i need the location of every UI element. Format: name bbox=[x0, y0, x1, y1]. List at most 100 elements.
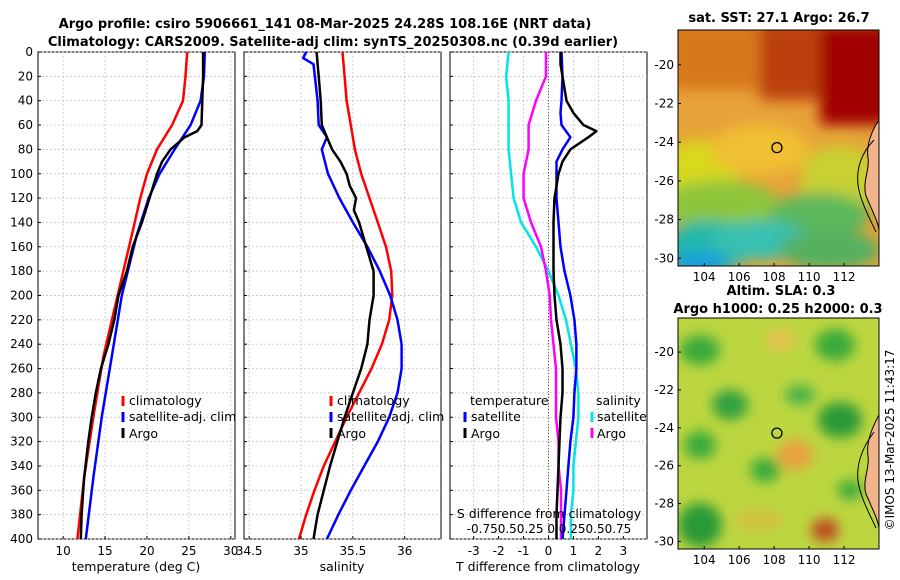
x-tick-label: 20 bbox=[139, 544, 154, 558]
sla-patch bbox=[815, 329, 855, 361]
map-y-tick-label: -26 bbox=[654, 174, 674, 188]
legend-label-s-argo: Argo bbox=[597, 426, 626, 441]
s-difference-label: S difference from climatology bbox=[457, 506, 642, 521]
y-tick-label: 360 bbox=[10, 483, 33, 497]
argo-float-marker bbox=[771, 141, 783, 154]
y-tick-label: 80 bbox=[18, 142, 33, 156]
map-x-tick-label: 104 bbox=[693, 270, 716, 284]
map-x-tick-label: 112 bbox=[833, 270, 856, 284]
sla-map-subtitle: Argo h1000: 0.25 h2000: 0.3 bbox=[673, 302, 882, 317]
map-y-tick-label: -22 bbox=[654, 383, 674, 397]
sla-depth-contour bbox=[857, 431, 877, 529]
legend-label-climatology: climatology bbox=[129, 393, 202, 408]
y-tick-label: 140 bbox=[10, 215, 33, 229]
y-tick-label: 320 bbox=[10, 435, 33, 449]
map-x-tick-label: 110 bbox=[798, 553, 821, 567]
legend-label-argo: Argo bbox=[337, 426, 366, 441]
s-difference-tick-labels: -0.750.50.25 0 0.250.50.75 bbox=[467, 522, 632, 536]
map-y-tick-label: -20 bbox=[654, 58, 674, 72]
argo-float-marker bbox=[771, 427, 783, 439]
x-tick-label: 2 bbox=[595, 544, 603, 558]
grid-layer bbox=[38, 51, 647, 540]
salinity-legend: climatology satellite-adj. clim Argo bbox=[329, 393, 444, 441]
series-s-satellite-diff bbox=[555, 51, 578, 540]
x-tick-label: 30 bbox=[223, 544, 238, 558]
x-tick-label: -1 bbox=[518, 544, 530, 558]
map-x-tick-label: 110 bbox=[798, 270, 821, 284]
x-tick-label: -3 bbox=[468, 544, 480, 558]
map-y-tick-label: -30 bbox=[654, 251, 674, 265]
sla-map-field bbox=[678, 329, 862, 547]
sla-map-title: Altim. SLA: 0.3 bbox=[727, 284, 836, 299]
map-x-tick-label: 108 bbox=[763, 553, 786, 567]
y-tick-label: 100 bbox=[10, 167, 33, 181]
salinity-xlabel: salinity bbox=[320, 559, 365, 574]
y-tick-label: 340 bbox=[10, 459, 33, 473]
sla-patch bbox=[838, 480, 862, 500]
y-tick-label: 120 bbox=[10, 191, 33, 205]
sla-patch bbox=[777, 440, 813, 470]
x-tick-label: 15 bbox=[97, 544, 112, 558]
map-x-tick-label: 106 bbox=[728, 553, 751, 567]
y-tick-label: 0 bbox=[25, 45, 33, 59]
sla-patch bbox=[678, 503, 722, 547]
map-x-tick-label: 106 bbox=[728, 270, 751, 284]
x-tick-label: 25 bbox=[181, 544, 196, 558]
x-tick-label: -2 bbox=[493, 544, 505, 558]
sst-patch bbox=[678, 250, 730, 266]
x-tick-label: 0 bbox=[545, 544, 553, 558]
map-x-tick-label: 108 bbox=[763, 270, 786, 284]
y-tick-label: 220 bbox=[10, 313, 33, 327]
temperature-legend: climatology satellite-adj. clim Argo bbox=[121, 393, 236, 441]
map-y-tick-label: -26 bbox=[654, 459, 674, 473]
sla-coastline bbox=[864, 414, 879, 529]
sla-map bbox=[678, 318, 879, 549]
series-satellite-adj-clim bbox=[301, 51, 403, 540]
map-y-tick-label: -28 bbox=[654, 497, 674, 511]
sst-coastline bbox=[864, 119, 879, 231]
y-tick-label: 280 bbox=[10, 386, 33, 400]
series-argo bbox=[312, 51, 375, 540]
legend-label-t-argo: Argo bbox=[471, 426, 500, 441]
series-climatology bbox=[76, 51, 189, 540]
map-y-tick-label: -20 bbox=[654, 345, 674, 359]
sst-map bbox=[678, 30, 879, 266]
line-layer bbox=[76, 51, 598, 540]
sla-patch bbox=[735, 510, 785, 530]
y-tick-label: 40 bbox=[18, 94, 33, 108]
difference-legend: temperature satellite Argo salinity sate… bbox=[463, 393, 647, 441]
x-tick-label: 35 bbox=[293, 544, 308, 558]
sst-map-frame bbox=[677, 29, 880, 267]
x-tick-label: 36 bbox=[397, 544, 412, 558]
sla-patch bbox=[684, 431, 716, 459]
series-argo bbox=[79, 52, 205, 540]
map-y-tick-label: -24 bbox=[654, 135, 674, 149]
y-tick-label: 60 bbox=[18, 118, 33, 132]
sst-patch bbox=[678, 30, 760, 90]
sla-patch bbox=[785, 385, 815, 405]
figure-title-line1: Argo profile: csiro 5906661_141 08-Mar-2… bbox=[59, 17, 592, 32]
map-y-tick-label: -30 bbox=[654, 534, 674, 548]
difference-xlabel: T difference from climatology bbox=[455, 559, 641, 574]
y-tick-label: 180 bbox=[10, 264, 33, 278]
series-t-satellite-diff bbox=[504, 51, 580, 539]
y-tick-label: 240 bbox=[10, 337, 33, 351]
y-tick-label: 300 bbox=[10, 410, 33, 424]
sst-patch bbox=[710, 125, 810, 175]
sst-patch bbox=[780, 230, 879, 266]
y-tick-label: 400 bbox=[10, 532, 33, 546]
sla-patch bbox=[818, 402, 862, 438]
tick-layer: 0204060801001201401601802002202402602803… bbox=[10, 45, 627, 558]
map-y-tick-label: -22 bbox=[654, 97, 674, 111]
map-y-tick-label: -24 bbox=[654, 421, 674, 435]
map-tick-layer: 104 106 108 110 112 -20 -22 -24 -26 -28 -30 104 106 1… bbox=[654, 58, 855, 567]
sla-patch bbox=[680, 335, 720, 365]
x-tick-label: 34.5 bbox=[236, 544, 263, 558]
sla-map-frame bbox=[677, 317, 880, 550]
legend-label-satellite: satellite-adj. clim bbox=[337, 409, 444, 424]
legend-label-argo: Argo bbox=[129, 426, 158, 441]
y-tick-label: 20 bbox=[18, 69, 33, 83]
sla-patch bbox=[750, 458, 780, 482]
legend-label-temperature: temperature bbox=[470, 393, 549, 408]
